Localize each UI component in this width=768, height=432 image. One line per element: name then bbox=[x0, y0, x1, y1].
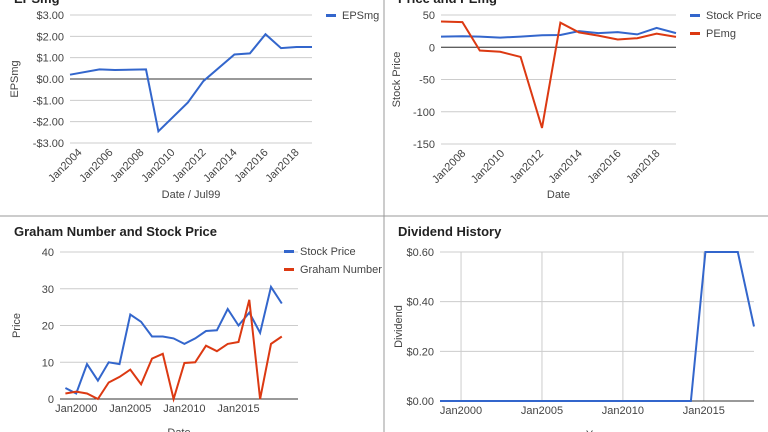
y-tick-label: 30 bbox=[42, 284, 54, 296]
legend-label: Graham Number bbox=[300, 264, 382, 276]
legend-label: PEmg bbox=[706, 28, 736, 40]
y-tick-label: $0.00 bbox=[406, 396, 434, 408]
y-tick-label: $1.00 bbox=[36, 53, 64, 65]
y-tick-label: -$1.00 bbox=[33, 95, 64, 107]
y-tick-label: -$3.00 bbox=[33, 138, 64, 150]
chart-panel: Graham Number and Stock Price Date Price 0 1… bbox=[11, 224, 382, 432]
x-axis-title: Date bbox=[167, 427, 190, 432]
y-tick-label: 20 bbox=[42, 321, 54, 333]
x-tick-label: Jan2005 bbox=[521, 405, 563, 417]
y-axis-title: Price bbox=[11, 313, 23, 338]
y-tick-label: $2.00 bbox=[36, 31, 64, 43]
y-tick-label: -50 bbox=[419, 75, 435, 87]
y-tick-label: 40 bbox=[42, 247, 54, 259]
y-tick-label: 0 bbox=[48, 394, 54, 406]
y-tick-label: $3.00 bbox=[36, 10, 64, 22]
y-tick-label: 10 bbox=[42, 357, 54, 369]
y-axis-title: EPSmg bbox=[9, 60, 21, 97]
x-tick-label: Jan2010 bbox=[602, 405, 644, 417]
x-tick-label: Jan2000 bbox=[55, 403, 97, 415]
x-axis-title: Year bbox=[586, 429, 609, 432]
y-tick-label: $0.40 bbox=[406, 297, 434, 309]
y-tick-label: -100 bbox=[413, 107, 435, 119]
y-axis-title: Dividend bbox=[393, 305, 405, 348]
series-line bbox=[65, 299, 283, 403]
chart-title: EPSmg bbox=[14, 0, 60, 6]
legend-swatch bbox=[690, 14, 700, 17]
legend-swatch bbox=[326, 14, 336, 17]
x-tick-label: Jan2000 bbox=[440, 405, 482, 417]
x-tick-label: Jan2015 bbox=[217, 403, 259, 415]
series-line bbox=[440, 20, 677, 129]
y-tick-label: -150 bbox=[413, 139, 435, 151]
legend-label: Stock Price bbox=[300, 246, 356, 258]
x-tick-label: Jan2015 bbox=[683, 405, 725, 417]
chart-panel: Dividend History Year Dividend $0.00 $0.20 $0… bbox=[393, 224, 755, 432]
legend-label: EPSmg bbox=[342, 10, 379, 22]
x-axis-title: Date / Jul99 bbox=[162, 189, 221, 201]
chart-panel: EPSmg Date / Jul99 EPSmg $3.00 $2.00 $1.00 $0.… bbox=[9, 0, 379, 201]
y-tick-label: -$2.00 bbox=[33, 117, 64, 129]
legend-swatch bbox=[284, 250, 294, 253]
chart-title: Graham Number and Stock Price bbox=[14, 224, 217, 239]
chart-title: Price and PEmg bbox=[398, 0, 497, 6]
series-line bbox=[440, 251, 755, 402]
y-tick-label: $0.60 bbox=[406, 247, 434, 259]
series-line bbox=[440, 26, 677, 39]
chart-title: Dividend History bbox=[398, 224, 502, 239]
y-tick-label: $0.00 bbox=[36, 74, 64, 86]
y-tick-label: $0.20 bbox=[406, 346, 434, 358]
x-axis-title: Date bbox=[547, 189, 570, 201]
x-tick-label: Jan2005 bbox=[109, 403, 151, 415]
legend-swatch bbox=[690, 32, 700, 35]
y-tick-label: 50 bbox=[423, 10, 435, 22]
legend-swatch bbox=[284, 268, 294, 271]
series-line bbox=[69, 32, 312, 134]
legend-label: Stock Price bbox=[706, 10, 762, 22]
y-tick-label: 0 bbox=[429, 42, 435, 54]
y-axis-title: Stock Price bbox=[391, 52, 403, 108]
x-tick-label: Jan2010 bbox=[163, 403, 205, 415]
